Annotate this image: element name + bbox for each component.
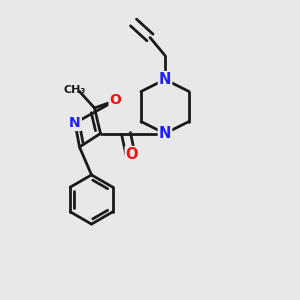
Text: N: N <box>159 126 171 141</box>
Text: O: O <box>110 94 122 107</box>
Text: N: N <box>159 72 171 87</box>
Text: O: O <box>126 147 138 162</box>
Text: N: N <box>69 116 81 130</box>
Text: CH₃: CH₃ <box>64 85 86 95</box>
